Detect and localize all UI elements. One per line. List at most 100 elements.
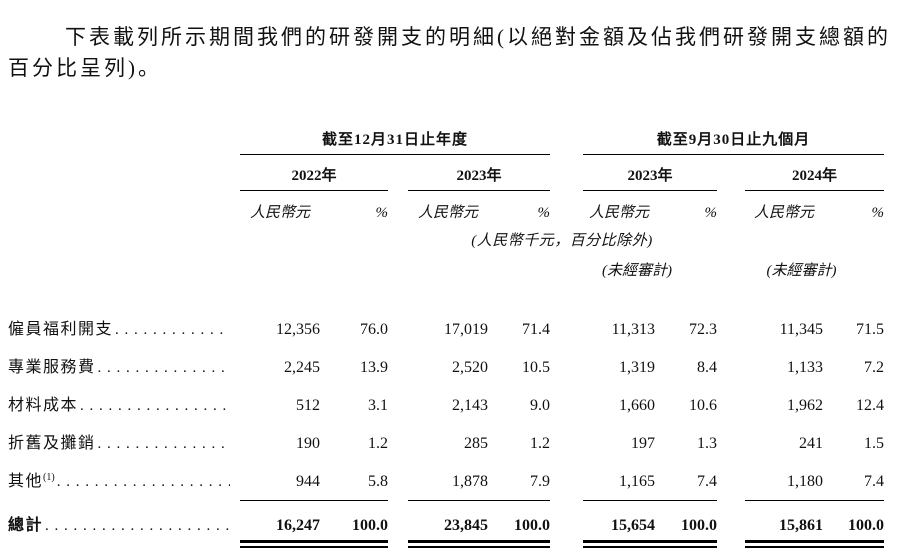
total-amount-cell: 23,845 bbox=[444, 517, 488, 534]
unit-label: 人民幣元 bbox=[249, 205, 310, 221]
scale-note: (人民幣千元，百分比除外) bbox=[471, 233, 653, 249]
amount-cell: 1,165 bbox=[583, 460, 655, 501]
percent-label: % bbox=[537, 205, 551, 221]
dot-leader bbox=[98, 359, 230, 377]
amount-cell: 1,962 bbox=[787, 397, 823, 414]
percent-cell: 7.2 bbox=[864, 359, 884, 376]
amount-cell: 285 bbox=[464, 435, 488, 452]
total-percent-cell: 100.0 bbox=[514, 517, 550, 534]
row-label: 僱員福利開支 bbox=[8, 308, 240, 346]
total-percent-cell: 100.0 bbox=[681, 517, 717, 534]
unaudited-label: (未經審計) bbox=[602, 263, 672, 279]
double-rule bbox=[583, 540, 655, 548]
percent-cell: 8.4 bbox=[697, 359, 717, 376]
percent-cell: 7.4 bbox=[655, 460, 717, 501]
period-header-nine-months: 截至9月30日止九個月 bbox=[583, 128, 884, 155]
expense-row-materials: 材料成本 512 3.1 2,143 9.0 1,660 10.6 1,962 … bbox=[8, 384, 884, 422]
row-label: 材料成本 bbox=[8, 384, 240, 422]
rd-expense-table: 截至12月31日止年度 截至9月30日止九個月 2022年 2023年 2023… bbox=[8, 128, 884, 548]
amount-cell: 1,180 bbox=[745, 460, 823, 501]
amount-cell: 241 bbox=[799, 435, 823, 452]
amount-cell: 2,245 bbox=[284, 359, 320, 376]
amount-cell: 1,660 bbox=[619, 397, 655, 414]
amount-cell: 1,878 bbox=[408, 460, 488, 501]
total-label: 總計 bbox=[8, 500, 240, 535]
percent-label: % bbox=[375, 205, 389, 221]
period-header-annual: 截至12月31日止年度 bbox=[240, 128, 550, 155]
percent-label: % bbox=[704, 205, 718, 221]
unit-label: 人民幣元 bbox=[753, 205, 814, 221]
unit-header-row: 人民幣元 % 人民幣元 % 人民幣元 % 人民幣元 % bbox=[8, 191, 884, 223]
percent-cell: 3.1 bbox=[368, 397, 388, 414]
percent-cell: 13.9 bbox=[360, 359, 388, 376]
double-rule bbox=[745, 540, 823, 548]
percent-cell: 72.3 bbox=[689, 321, 717, 338]
percent-cell: 1.2 bbox=[368, 435, 388, 452]
percent-label: % bbox=[871, 205, 885, 221]
amount-cell: 944 bbox=[240, 460, 320, 501]
percent-cell: 10.5 bbox=[522, 359, 550, 376]
unaudited-label: (未經審計) bbox=[766, 263, 837, 279]
total-amount-cell: 15,861 bbox=[779, 517, 823, 534]
double-rule bbox=[655, 540, 717, 548]
percent-cell: 1.2 bbox=[530, 435, 550, 452]
dot-leader bbox=[45, 517, 230, 535]
row-label: 折舊及攤銷 bbox=[8, 422, 240, 460]
unaudited-row: (未經審計) (未經審計) bbox=[8, 250, 884, 280]
total-amount-cell: 16,247 bbox=[276, 517, 320, 534]
expense-row-others: 其他(1) 944 5.8 1,878 7.9 1,165 7.4 1,180 … bbox=[8, 460, 884, 501]
amount-cell: 1,319 bbox=[619, 359, 655, 376]
amount-cell: 2,520 bbox=[452, 359, 488, 376]
amount-cell: 512 bbox=[296, 397, 320, 414]
unit-label: 人民幣元 bbox=[588, 205, 649, 221]
row-label: 專業服務費 bbox=[8, 346, 240, 384]
dot-leader bbox=[57, 473, 230, 491]
amount-cell: 11,345 bbox=[779, 321, 823, 338]
amount-cell: 2,143 bbox=[452, 397, 488, 414]
percent-cell: 5.8 bbox=[320, 460, 388, 501]
double-rule bbox=[408, 540, 488, 548]
total-percent-cell: 100.0 bbox=[848, 517, 884, 534]
percent-cell: 12.4 bbox=[856, 397, 884, 414]
row-label: 其他(1) bbox=[8, 460, 240, 500]
percent-cell: 71.5 bbox=[856, 321, 884, 338]
double-rule bbox=[240, 540, 320, 548]
percent-cell: 1.5 bbox=[864, 435, 884, 452]
amount-cell: 197 bbox=[631, 435, 655, 452]
year-header-row: 2022年 2023年 2023年 2024年 bbox=[8, 154, 884, 191]
total-amount-cell: 15,654 bbox=[611, 517, 655, 534]
year-header-2022: 2022年 bbox=[240, 154, 388, 191]
expense-row-professional-services: 專業服務費 2,245 13.9 2,520 10.5 1,319 8.4 1,… bbox=[8, 346, 884, 384]
dot-leader bbox=[115, 321, 230, 339]
dot-leader bbox=[80, 397, 230, 415]
percent-cell: 7.9 bbox=[488, 460, 550, 501]
spacer-row bbox=[8, 280, 884, 308]
expense-row-depreciation: 折舊及攤銷 190 1.2 285 1.2 197 1.3 241 1.5 bbox=[8, 422, 884, 460]
double-rule bbox=[320, 540, 388, 548]
year-header-2023: 2023年 bbox=[408, 154, 550, 191]
double-rule bbox=[823, 540, 884, 548]
percent-cell: 7.4 bbox=[823, 460, 884, 501]
amount-cell: 1,133 bbox=[787, 359, 823, 376]
percent-cell: 71.4 bbox=[522, 321, 550, 338]
percent-cell: 1.3 bbox=[697, 435, 717, 452]
percent-cell: 9.0 bbox=[530, 397, 550, 414]
amount-cell: 11,313 bbox=[611, 321, 655, 338]
footnote-marker: (1) bbox=[43, 472, 55, 483]
year-header-2023-9m: 2023年 bbox=[583, 154, 717, 191]
percent-cell: 10.6 bbox=[689, 397, 717, 414]
year-header-2024-9m: 2024年 bbox=[745, 154, 884, 191]
dot-leader bbox=[98, 435, 230, 453]
intro-paragraph: 下表載列所示期間我們的研發開支的明細(以絕對金額及佔我們研發開支總額的百分比呈列… bbox=[8, 25, 891, 80]
amount-cell: 190 bbox=[296, 435, 320, 452]
total-row: 總計 16,247 100.0 23,845 100.0 15,654 100.… bbox=[8, 500, 884, 535]
double-rule bbox=[488, 540, 550, 548]
double-rule-row bbox=[8, 535, 884, 548]
period-header-row: 截至12月31日止年度 截至9月30日止九個月 bbox=[8, 128, 884, 155]
unit-label: 人民幣元 bbox=[417, 205, 478, 221]
expense-row-employee-benefits: 僱員福利開支 12,356 76.0 17,019 71.4 11,313 72… bbox=[8, 308, 884, 346]
percent-cell: 76.0 bbox=[360, 321, 388, 338]
total-percent-cell: 100.0 bbox=[352, 517, 388, 534]
scale-note-row: (人民幣千元，百分比除外) bbox=[8, 222, 884, 250]
